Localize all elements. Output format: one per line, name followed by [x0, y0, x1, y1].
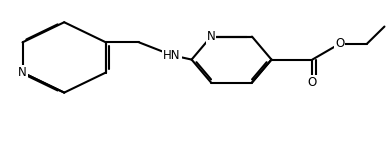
- Text: O: O: [335, 37, 344, 50]
- Text: O: O: [308, 76, 317, 89]
- Text: HN: HN: [163, 49, 181, 62]
- Text: N: N: [207, 30, 215, 43]
- Text: N: N: [18, 66, 27, 79]
